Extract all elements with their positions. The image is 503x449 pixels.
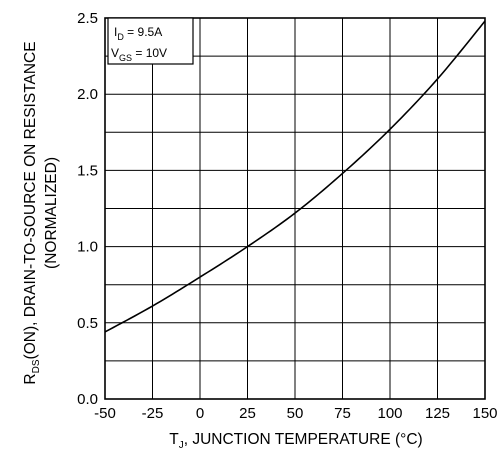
legend-box [107,17,194,65]
y-axis-label-line2: (NORMALIZED) [43,157,60,269]
x-axis-label: TJ, JUNCTION TEMPERATURE (°C) [169,431,422,449]
series-line [104,20,486,333]
x-tick-label: 0 [196,405,204,422]
x-tick-label: 75 [334,405,351,422]
x-tick-label: 50 [287,405,304,422]
legend-entry-voltage-sub: GS [119,53,132,63]
y-tick-label: 1.0 [77,239,98,256]
y-tick-label: 2.0 [77,86,98,103]
x-tick-label: 150 [472,405,497,422]
conditions-legend: ID = 9.5A VGS = 10V [107,17,194,65]
legend-entry-current-main: I [114,25,117,39]
x-tick-label: 125 [425,405,450,422]
legend-entry-voltage-rest: = 10V [132,46,167,60]
legend-entry-current-rest: = 9.5A [124,25,162,39]
y-tick-label: 0.0 [77,391,98,408]
legend-entry-current-sub: D [117,32,124,42]
x-tick-label: 100 [377,405,402,422]
grid [104,17,486,400]
x-axis-label-sub: J [179,440,184,449]
plot-lines [104,20,486,333]
x-axis-label-rest: , JUNCTION TEMPERATURE (°C) [184,431,423,448]
y-tick-labels: 0.0 0.5 1.0 1.5 2.0 2.5 [77,10,98,408]
y-axis-label-main: R [22,373,39,384]
plot-frame [104,17,486,400]
y-axis-label-sub: DS [31,359,42,373]
legend-entry-voltage-main: V [111,46,119,60]
x-tick-label: 25 [239,405,256,422]
y-tick-label: 1.5 [77,162,98,179]
y-axis-label-rest: (ON), DRAIN-TO-SOURCE ON RESISTANCE [22,41,39,359]
y-tick-label: 2.5 [77,10,98,27]
x-tick-label: -25 [142,405,164,422]
y-axis-label: RDS(ON), DRAIN-TO-SOURCE ON RESISTANCE [22,41,42,384]
legend-entry-current: ID = 9.5A [114,25,162,42]
y-tick-label: 0.5 [77,315,98,332]
x-tick-labels: -50 -25 0 25 50 75 100 125 150 [94,405,497,422]
x-axis-label-main: T [169,431,179,448]
x-tick-label: -50 [94,405,116,422]
legend-entry-voltage: VGS = 10V [111,46,167,63]
